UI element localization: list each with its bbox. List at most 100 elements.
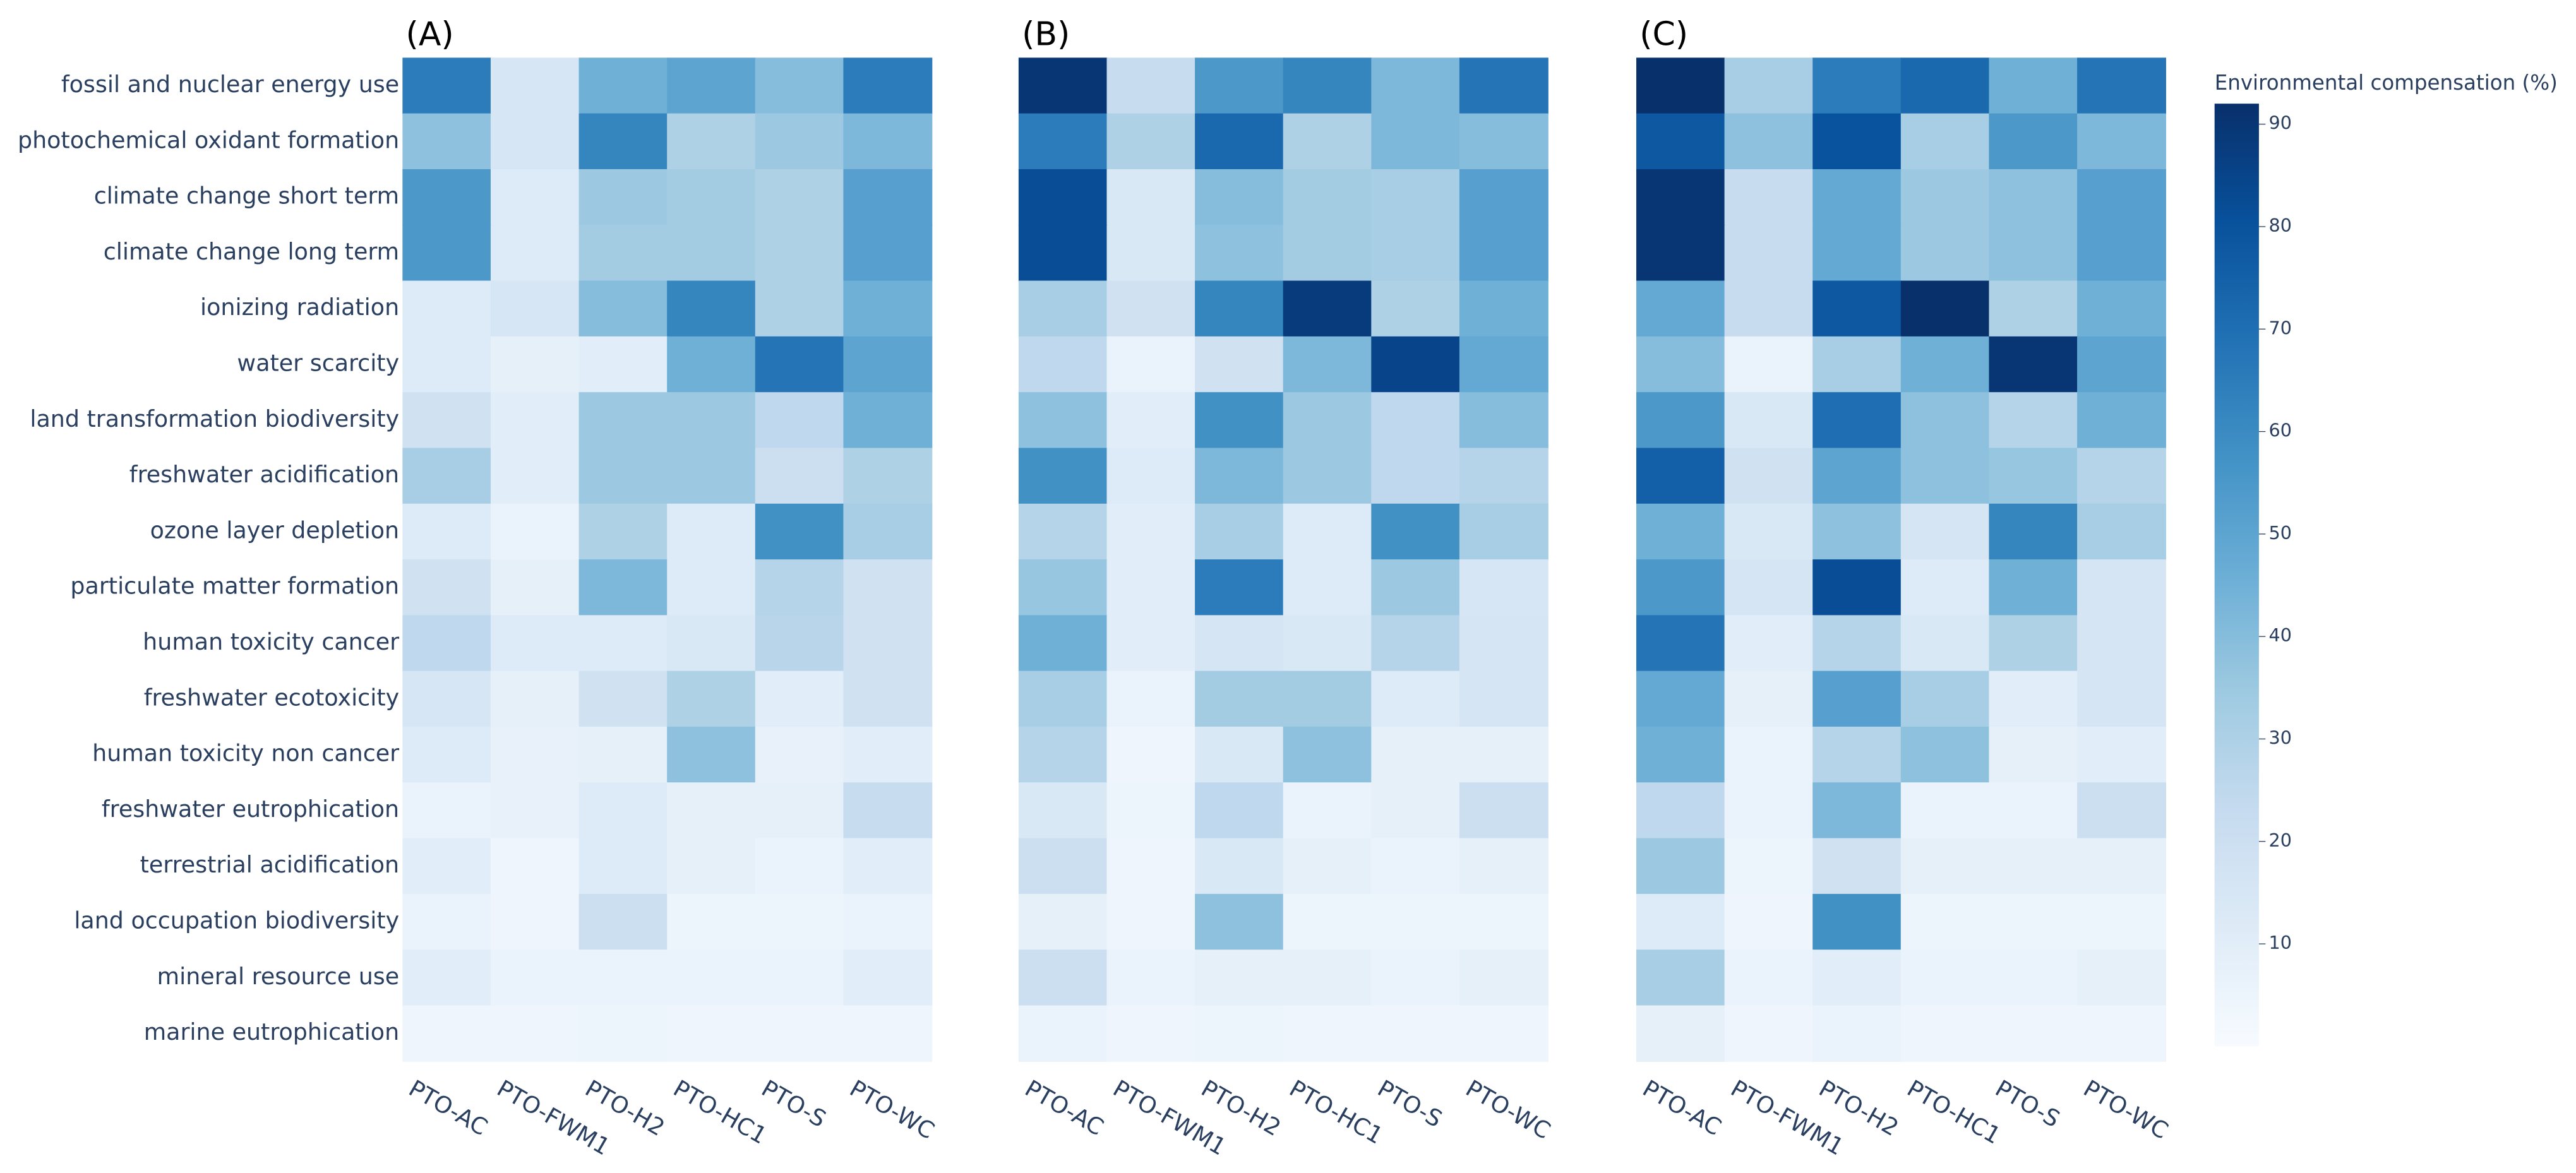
heatmap-cell — [1018, 336, 1108, 393]
heatmap-cell — [1459, 392, 1549, 449]
heatmap-cell — [402, 392, 492, 449]
x-tick-label: PTO-WC — [1461, 1075, 1555, 1145]
heatmap-cell — [1900, 113, 1990, 170]
heatmap-cell — [490, 726, 580, 783]
heatmap-cell — [2077, 838, 2166, 895]
heatmap-cell — [1724, 113, 1814, 170]
heatmap-cell — [1724, 838, 1814, 895]
heatmap-cell — [755, 670, 844, 728]
heatmap-cell — [402, 838, 492, 895]
heatmap-cell — [1989, 169, 2078, 226]
heatmap-cell — [1812, 726, 1902, 783]
heatmap-cell — [490, 950, 580, 1006]
heatmap-cell — [667, 448, 757, 505]
heatmap-cell — [1195, 893, 1284, 951]
heatmap-cell — [843, 1005, 933, 1063]
heatmap-cell — [843, 838, 933, 895]
heatmap-cell — [1636, 615, 1725, 672]
heatmap-cell — [1636, 726, 1725, 783]
heatmap-cell — [578, 503, 668, 561]
heatmap-cell — [843, 893, 933, 951]
heatmap-cell — [1106, 225, 1196, 282]
heatmap-cell — [1018, 893, 1108, 951]
heatmap-cell — [1371, 893, 1461, 951]
heatmap-cell — [1812, 225, 1902, 282]
heatmap-cell — [1018, 559, 1108, 616]
heatmap-cell — [1283, 838, 1372, 895]
heatmap-cell — [578, 726, 668, 783]
heatmap-cell — [755, 615, 844, 672]
heatmap-cell — [1195, 225, 1284, 282]
heatmap-cell — [1106, 280, 1196, 338]
heatmap-cell — [755, 225, 844, 282]
heatmap-cell — [667, 726, 757, 783]
heatmap-cell — [843, 113, 933, 170]
heatmap-cell — [1459, 670, 1549, 728]
heatmap-cell — [2077, 57, 2166, 114]
heatmap-cell — [1812, 838, 1902, 895]
heatmap-cell — [1195, 280, 1284, 338]
y-tick-label: particulate matter formation — [70, 573, 399, 600]
heatmap-cell — [667, 392, 757, 449]
colorbar-tick-label: 70 — [2269, 317, 2292, 338]
colorbar — [2214, 104, 2259, 1047]
heatmap-cell — [843, 559, 933, 616]
heatmap-cell — [1195, 392, 1284, 449]
heatmap-cell — [1283, 950, 1372, 1006]
heatmap-cell — [1371, 448, 1461, 505]
heatmap-cell — [1106, 559, 1196, 616]
heatmap-cell — [578, 113, 668, 170]
heatmap-cell — [843, 950, 933, 1006]
heatmap-cell — [1459, 615, 1549, 672]
heatmap-cell — [1371, 336, 1461, 393]
heatmap-cell — [755, 113, 844, 170]
heatmap-cell — [755, 838, 844, 895]
colorbar-tick-label: 20 — [2269, 830, 2292, 851]
heatmap-cell — [402, 336, 492, 393]
panel-title: (A) — [406, 16, 454, 54]
panel-title: (B) — [1022, 16, 1070, 54]
heatmap-cell — [1371, 57, 1461, 114]
heatmap-cell — [490, 1005, 580, 1063]
heatmap-cell — [667, 559, 757, 616]
heatmap-cell — [1106, 336, 1196, 393]
heatmap-cell — [1371, 280, 1461, 338]
heatmap-cell — [1724, 336, 1814, 393]
heatmap-cell — [1283, 559, 1372, 616]
heatmap-cell — [2077, 280, 2166, 338]
heatmap-cell — [1636, 782, 1725, 839]
y-tick-label: freshwater eutrophication — [102, 795, 399, 823]
heatmap-cell — [1371, 113, 1461, 170]
heatmap-cell — [1459, 503, 1549, 561]
heatmap-cell — [1636, 280, 1725, 338]
heatmap-cell — [578, 838, 668, 895]
heatmap-cell — [402, 615, 492, 672]
heatmap-cell — [1106, 950, 1196, 1006]
heatmap-cell — [843, 225, 933, 282]
heatmap-cell — [402, 169, 492, 226]
heatmap-cell — [2077, 559, 2166, 616]
heatmap-cell — [755, 559, 844, 616]
heatmap-cell — [1459, 1005, 1549, 1063]
heatmap-cell — [1900, 336, 1990, 393]
heatmap-cell — [1283, 169, 1372, 226]
heatmap-cell — [1812, 169, 1902, 226]
x-tick-label: PTO-HC1 — [669, 1075, 772, 1150]
heatmap-cell — [1283, 1005, 1372, 1063]
heatmap-cell — [402, 1005, 492, 1063]
heatmap-cell — [1812, 950, 1902, 1006]
heatmap-cell — [2077, 1005, 2166, 1063]
heatmap-cell — [1459, 169, 1549, 226]
heatmap-cell — [667, 615, 757, 672]
heatmap-cell — [578, 336, 668, 393]
heatmap-cell — [1018, 726, 1108, 783]
heatmap-cell — [1195, 559, 1284, 616]
heatmap-cell — [1371, 838, 1461, 895]
heatmap-cell — [1989, 950, 2078, 1006]
x-tick-label: PTO-WC — [2079, 1075, 2173, 1145]
heatmap-cell — [578, 392, 668, 449]
heatmap-cell — [1106, 838, 1196, 895]
heatmap-cell — [1106, 392, 1196, 449]
heatmap-cell — [1636, 169, 1725, 226]
heatmap-cell — [578, 448, 668, 505]
